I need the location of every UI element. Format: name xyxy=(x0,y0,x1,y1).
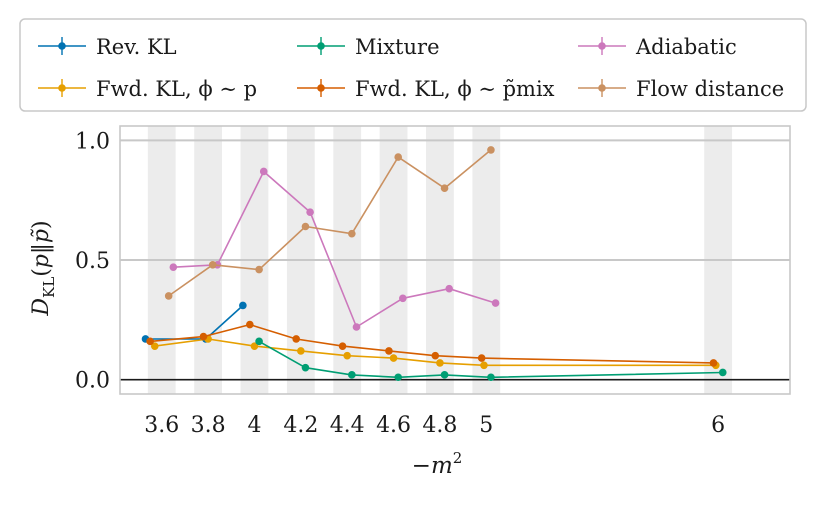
x-tick-label: 3.6 xyxy=(144,413,179,438)
x-tick-label: 4.2 xyxy=(283,413,318,438)
x-axis-label: −m2 xyxy=(412,449,463,479)
legend-marker-2 xyxy=(598,42,606,50)
legend-marker-5 xyxy=(598,84,606,92)
series-4-point-5 xyxy=(399,294,407,303)
y-tick-label: 0.0 xyxy=(75,369,110,394)
series-2-point-4 xyxy=(440,371,449,379)
x-tick-label: 4.6 xyxy=(376,413,411,438)
legend-label-1: Mixture xyxy=(355,35,440,59)
series-1-point-7 xyxy=(480,361,488,370)
y-tick-label: 1.0 xyxy=(75,129,110,154)
legend-label-2: Adiabatic xyxy=(635,35,737,59)
series-1-point-4 xyxy=(343,351,351,360)
series-4-point-6 xyxy=(445,284,454,293)
series-4-point-3 xyxy=(306,208,314,216)
series-5-point-2 xyxy=(255,265,263,274)
series-3-point-1 xyxy=(199,332,208,341)
legend-marker-3 xyxy=(58,84,66,92)
legend-entry-1: Mixture xyxy=(297,35,440,59)
series-0-point-2 xyxy=(239,301,247,310)
series-5-point-7 xyxy=(487,146,495,154)
series-2-point-5 xyxy=(487,373,495,382)
x-tick-label: 4 xyxy=(247,413,261,438)
series-2-point-2 xyxy=(348,371,356,379)
legend-label-5: Flow distance xyxy=(636,77,784,101)
series-3-point-5 xyxy=(385,347,393,355)
axes: 0.0 0.5 1.0 3.6 3.8 4 4.2 4.4 4.6 4.8 5 6 −m2 DKL(p‖p… xyxy=(29,125,791,479)
x-tick-label: 4.4 xyxy=(330,413,365,438)
series-4-point-7 xyxy=(491,299,500,307)
plot-frame xyxy=(119,125,791,395)
series-line-4 xyxy=(173,170,496,328)
series-1-point-2 xyxy=(250,342,259,350)
legend-label-3: Fwd. KL, ϕ ∼ p xyxy=(96,77,257,101)
series-3-point-6 xyxy=(431,351,440,360)
series-2-point-1 xyxy=(301,363,310,372)
legend-entry-2: Adiabatic xyxy=(578,35,737,59)
x-tick-label: 5 xyxy=(479,413,493,438)
legend-entry-5: Flow distance xyxy=(578,77,784,101)
series-5-point-4 xyxy=(348,229,356,238)
series-5-point-5 xyxy=(394,153,403,161)
y-axis-label: DKL(p‖p̃) xyxy=(29,220,58,316)
series-3-point-2 xyxy=(246,320,254,329)
legend-marker-0 xyxy=(58,42,66,50)
series-1-point-0 xyxy=(150,342,159,350)
series-1-point-6 xyxy=(436,359,444,367)
series-3-point-3 xyxy=(292,335,300,343)
series-3-point-4 xyxy=(338,342,347,350)
series-4-point-4 xyxy=(352,323,361,331)
series-1-point-3 xyxy=(297,347,305,355)
grid-lines xyxy=(120,139,790,381)
legend-entry-0: Rev. KL xyxy=(38,35,177,59)
legend-label-0: Rev. KL xyxy=(96,35,177,59)
series-line-5 xyxy=(168,149,492,297)
series-2-point-0 xyxy=(255,337,263,346)
series-layer xyxy=(141,146,727,382)
legend: Rev. KL Mixture Adiabatic Fwd. KL, ϕ ∼ p Fwd… xyxy=(19,18,807,112)
x-tick-label: 4.8 xyxy=(422,413,457,438)
series-3-point-8 xyxy=(709,359,718,367)
y-tick-label: 0.5 xyxy=(75,249,110,274)
series-2-point-6 xyxy=(718,368,727,377)
series-4-point-0 xyxy=(169,263,178,271)
series-4-point-2 xyxy=(259,167,268,176)
series-5-point-1 xyxy=(208,260,217,269)
legend-marker-4 xyxy=(317,84,325,92)
series-1-point-5 xyxy=(389,354,398,362)
series-3-point-0 xyxy=(146,337,154,346)
legend-entry-4: Fwd. KL, ϕ ∼ p̃mix xyxy=(297,77,555,101)
series-5-point-0 xyxy=(164,292,173,300)
legend-label-4: Fwd. KL, ϕ ∼ p̃mix xyxy=(355,77,555,101)
x-tick-label: 6 xyxy=(711,413,725,438)
series-5-point-3 xyxy=(301,222,310,231)
series-3-point-7 xyxy=(477,354,486,362)
legend-marker-1 xyxy=(317,42,325,50)
series-5-point-6 xyxy=(440,184,449,193)
series-2-point-3 xyxy=(394,373,403,382)
x-tick-label: 3.8 xyxy=(191,413,226,438)
legend-entry-3: Fwd. KL, ϕ ∼ p xyxy=(38,77,257,101)
